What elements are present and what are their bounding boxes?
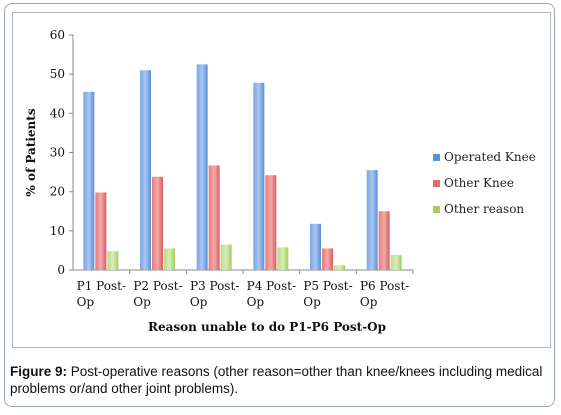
bar-other-reason [220,244,232,270]
bar-operated-knee [196,64,208,270]
x-tick-label: P3 Post- [190,279,239,293]
bar-other-reason [277,247,289,270]
bar-operated-knee [366,170,378,270]
x-axis-title: Reason unable to do P1-P6 Post-Op [148,320,386,334]
bar-other-knee [152,176,163,270]
bar-other-knee [378,211,390,270]
x-tick-label: Op [190,295,208,309]
bar-other-knee [265,175,277,270]
legend-swatch [433,154,440,161]
bar-other-knee [208,165,220,270]
y-tick-label: 20 [50,185,65,199]
y-tick-label: 0 [57,263,65,277]
caption-text: Post-operative reasons (other reason=oth… [10,364,543,396]
y-tick-label: 30 [50,146,65,160]
x-tick-label: P1 Post- [77,279,126,293]
y-tick-label: 60 [50,28,65,42]
legend-label: Other Knee [444,176,514,190]
axis-labels: 0 10 20 30 40 50 60 P1 Post- Op P2 Post- Op P3 Post… [24,28,409,334]
legend-label: Operated Knee [444,150,536,164]
legend-label: Other reason [444,202,524,216]
bar-chart: 0 10 20 30 40 50 60 P1 Post- Op P2 Post- Op P3 Post… [24,28,536,334]
bar-operated-knee [310,223,321,270]
x-tick-label: Op [77,295,95,309]
legend-swatch [433,180,440,187]
x-tick-label: P5 Post- [303,279,352,293]
bars [83,64,402,271]
x-tick-label: P6 Post- [360,279,409,293]
x-tick-label: P2 Post- [133,279,182,293]
x-tick-label: Op [133,295,151,309]
figure-caption: Figure 9: Post-operative reasons (other … [10,363,555,397]
caption-lead: Figure 9: [10,364,68,379]
bar-other-knee [95,192,107,270]
bar-other-reason [390,255,402,270]
y-tick-label: 40 [50,106,65,120]
bar-other-reason [164,248,175,270]
legend-swatch [433,206,440,213]
y-tick-label: 10 [50,224,65,238]
x-tick-label: Op [303,295,321,309]
x-tick-label: Op [360,295,378,309]
bar-operated-knee [140,70,151,270]
bar-operated-knee [253,82,265,271]
y-axis-title: % of Patients [24,108,38,196]
bar-other-knee [322,248,333,270]
bar-operated-knee [83,91,95,271]
legend: Operated Knee Other Knee Other reason [433,150,536,216]
bar-other-reason [107,251,119,270]
chart-container: 0 10 20 30 40 50 60 P1 Post- Op P2 Post- Op P3 Post… [12,12,551,348]
bar-other-reason [334,265,345,270]
x-tick-label: Op [247,295,265,309]
axes [69,34,414,274]
y-tick-label: 50 [50,67,65,81]
x-tick-label: P4 Post- [247,279,296,293]
